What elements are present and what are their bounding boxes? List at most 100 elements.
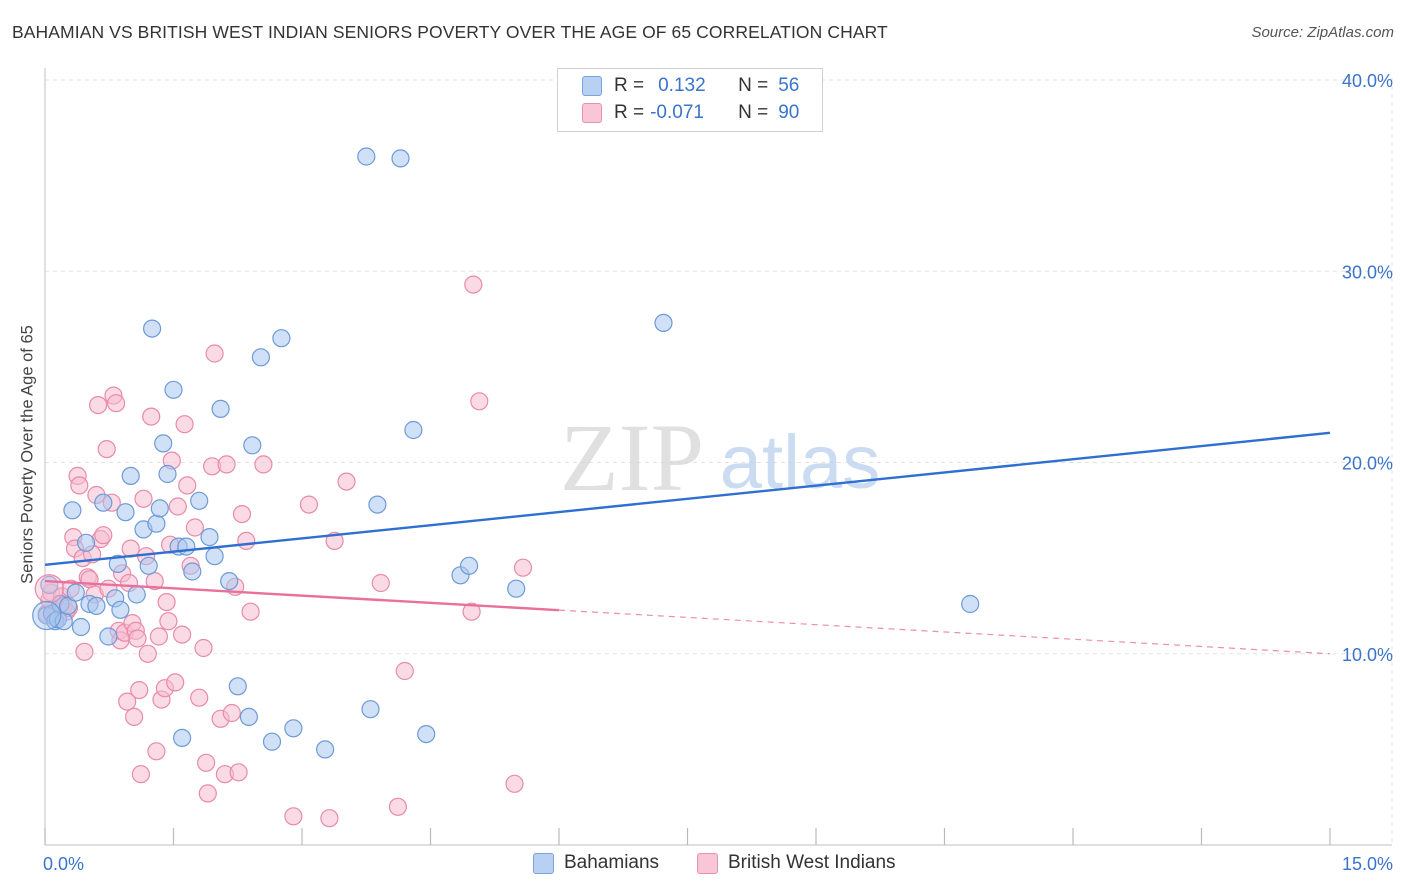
bahamians-point-25: [147, 514, 166, 533]
bahamians-point-44: [272, 329, 291, 348]
british-west-indians-point-91: [513, 558, 533, 577]
british-west-indians-point-89: [470, 392, 489, 411]
bahamians-point-51: [404, 420, 423, 440]
british-west-indians-point-15: [70, 476, 89, 495]
british-west-indians-point-82: [320, 809, 339, 828]
bahamians-point-24: [143, 319, 162, 338]
british-west-indians-point-90: [462, 602, 481, 621]
x-tick-label-0: 0.0%: [43, 854, 84, 874]
british-west-indians-cluster-point-0: [34, 574, 64, 604]
british-west-indians-point-47: [142, 407, 161, 426]
bahamians-point-19: [116, 503, 135, 522]
bahamians-point-31: [173, 728, 192, 748]
british-west-indians-point-59: [173, 625, 192, 644]
british-west-indians-point-58: [168, 497, 187, 516]
bahamians-point-15: [99, 627, 118, 646]
british-west-indians-point-80: [284, 807, 303, 826]
british-west-indians-point-44: [134, 489, 153, 508]
bahamians-points: [37, 147, 980, 759]
british-west-indians-point-73: [222, 703, 241, 723]
bahamians-point-28: [158, 464, 177, 484]
british-west-indians-point-42: [130, 680, 149, 700]
bahamians-point-21: [127, 585, 146, 604]
british-west-indians-point-77: [237, 531, 256, 551]
bahamians-point-17: [108, 554, 127, 574]
british-west-indians-point-23: [88, 396, 108, 415]
watermark-zip: ZIP: [560, 404, 704, 511]
bahamians-point-54: [460, 556, 479, 575]
axes: [44, 68, 1392, 846]
legend-item-british-west-indians[interactable]: British West Indians: [697, 852, 896, 874]
bahamians-point-40: [239, 707, 258, 727]
british-west-indians-trend-line-extrapolated: [558, 609, 1331, 655]
bahamians-point-8: [63, 501, 82, 520]
british-west-indians-point-26: [97, 440, 116, 459]
british-west-indians-point-86: [388, 797, 407, 816]
bahamians-point-14: [94, 493, 113, 512]
british-west-indians-points: [37, 275, 533, 828]
bahamians-point-36: [205, 547, 224, 566]
bahamians-point-55: [507, 579, 526, 598]
tick-labels: 10.0% 20.0% 30.0% 40.0% 0.0% 15.0%: [43, 71, 1393, 874]
british-west-indians-point-85: [371, 573, 390, 593]
n-label: N =: [738, 102, 769, 123]
british-west-indians-point-87: [395, 661, 414, 681]
r-value: 0.132: [658, 75, 706, 96]
bahamians-point-11: [76, 533, 96, 552]
legend-item-bahamians[interactable]: Bahamians: [533, 852, 659, 874]
bahamians-point-26: [150, 499, 169, 518]
correlation-legend: R = 0.132 N = 56 R = -0.071 N = 90: [557, 68, 823, 132]
r-value: -0.071: [650, 102, 704, 123]
bahamians-point-49: [368, 495, 387, 514]
bahamians-trend-line: [44, 431, 1331, 567]
british-west-indians-point-25: [94, 526, 113, 545]
british-west-indians-point-79: [254, 455, 273, 474]
british-west-indians-point-65: [194, 638, 213, 658]
data-points: [32, 147, 980, 828]
british-west-indians-point-66: [197, 753, 216, 772]
legend-row-british-west-indians: R = -0.071 N = 90: [582, 101, 799, 125]
british-west-indians-point-92: [505, 774, 524, 793]
bahamians-point-32: [177, 537, 196, 556]
british-west-indians-point-60: [175, 415, 194, 434]
y-tick-label-3: 40.0%: [1342, 71, 1393, 91]
british-west-indians-point-35: [118, 692, 137, 711]
british-west-indians-point-88: [464, 275, 483, 294]
british-west-indians-point-46: [138, 644, 157, 663]
bahamians-point-35: [200, 527, 219, 547]
watermark: ZIP atlas: [560, 404, 880, 511]
british-west-indians-point-63: [185, 518, 204, 537]
bahamians-point-50: [391, 149, 410, 168]
series-legend: Bahamians British West Indians: [0, 852, 1406, 878]
bahamians-point-57: [961, 594, 980, 614]
british-west-indians-point-19: [80, 570, 99, 589]
bahamians-point-29: [164, 380, 183, 399]
legend-label: British West Indians: [728, 852, 896, 873]
bahamians-point-43: [262, 732, 282, 751]
trend-lines: [44, 431, 1331, 655]
bahamians-swatch: [533, 852, 554, 874]
bahamians-point-37: [211, 399, 230, 418]
bahamians-point-34: [190, 491, 209, 510]
bahamians-point-47: [357, 147, 376, 166]
british-west-indians-point-69: [205, 344, 224, 363]
british-west-indians-point-72: [217, 455, 236, 474]
watermark-atlas: atlas: [720, 420, 881, 505]
british-west-indians-point-81: [299, 495, 318, 514]
british-west-indians-point-41: [128, 629, 147, 648]
legend-label: Bahamians: [564, 852, 660, 873]
bahamians-point-33: [183, 562, 202, 581]
british-west-indians-point-17: [75, 642, 94, 661]
legend-row-bahamians: R = 0.132 N = 56: [582, 74, 799, 98]
x-tick-label-1: 15.0%: [1342, 854, 1393, 874]
british-west-indians-point-53: [157, 592, 176, 612]
british-west-indians-swatch: [582, 103, 602, 123]
bahamians-point-52: [417, 724, 436, 744]
bahamians-swatch: [582, 76, 602, 96]
r-label: R =: [614, 102, 645, 123]
r-label: R =: [614, 75, 645, 96]
british-west-indians-point-43: [131, 765, 150, 784]
n-value: 56: [778, 75, 800, 96]
bahamians-point-48: [361, 700, 380, 719]
british-west-indians-point-54: [159, 612, 178, 631]
